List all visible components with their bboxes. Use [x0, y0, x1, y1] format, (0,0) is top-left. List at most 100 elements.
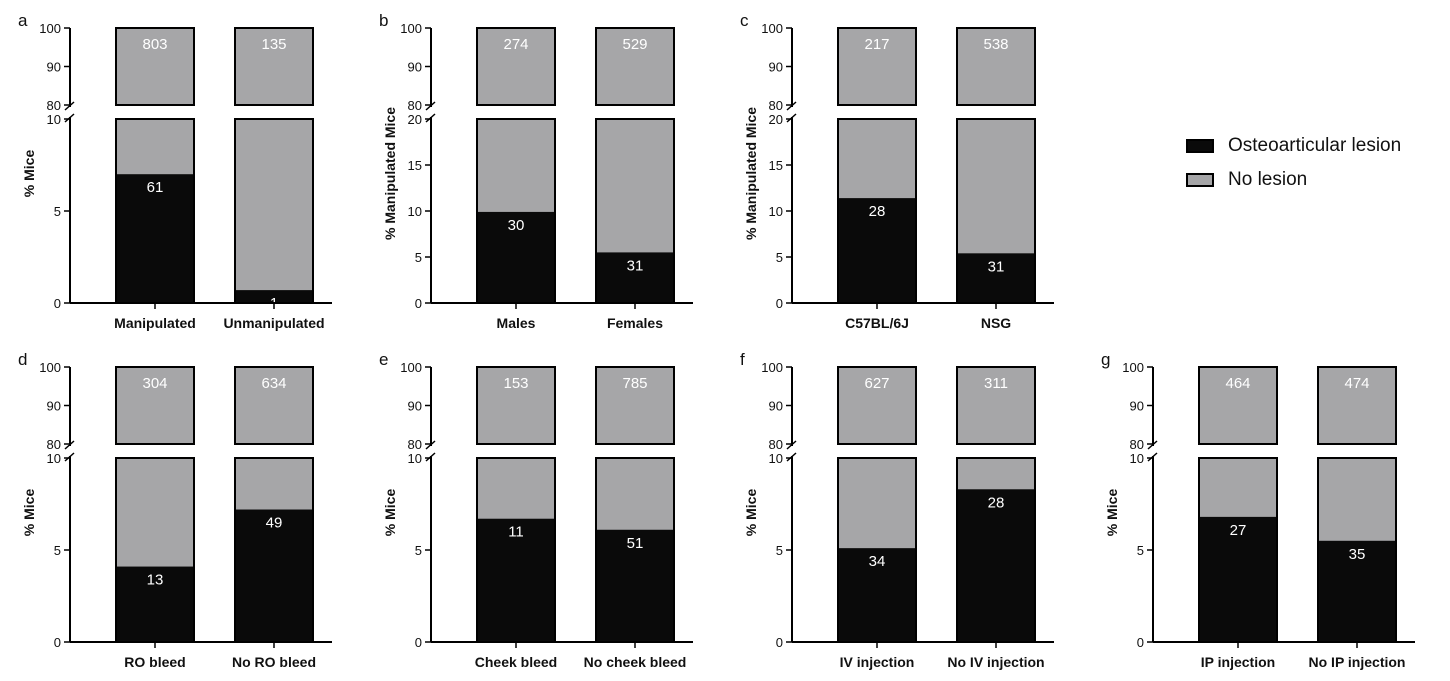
panel-c-ytick-label-lower-10: 10 — [769, 204, 783, 219]
panel-c-bar-1-nolesion-upper — [837, 27, 917, 106]
panel-g-ytick-label-upper-80: 80 — [1130, 437, 1144, 452]
panel-d-count-lesion-1: 13 — [147, 572, 164, 589]
panel-f-count-lesion-1: 34 — [869, 553, 886, 570]
panel-d-bar-1-nolesion-upper — [115, 366, 195, 445]
panel-g-bar-2-nolesion-upper — [1317, 366, 1397, 445]
panel-f-break-lower — [786, 452, 797, 462]
panel-e-count-lesion-1: 11 — [508, 524, 524, 541]
panel-d-bar-2-nolesion-upper — [234, 366, 314, 445]
panel-f-bar-2-nolesion-upper — [956, 366, 1036, 445]
panel-f-ytick-label-upper-90: 90 — [769, 399, 783, 414]
panel-b-ytick-label-lower-20: 20 — [408, 112, 422, 127]
panel-c-xlabel-2: NSG — [981, 315, 1011, 331]
panel-e-ytick-label-upper-90: 90 — [408, 399, 422, 414]
panel-b-break-lower — [425, 113, 436, 123]
panel-b-ytick-label-lower-15: 15 — [408, 158, 422, 173]
panel-b-count-lesion-1: 30 — [508, 217, 525, 234]
panel-g-ytick-label-lower-5: 5 — [1137, 543, 1144, 558]
panel-c-ytick-label-lower-15: 15 — [769, 158, 783, 173]
panel-b-bar-2-nolesion-upper — [595, 27, 675, 106]
panel-f-ylabel: % Mice — [743, 489, 759, 537]
panel-c-break-lower — [786, 113, 797, 123]
panel-d-bar-1-lesion — [116, 566, 194, 642]
panel-c-ytick-label-upper-100: 100 — [761, 21, 783, 36]
panel-b-ytick-label-lower-0: 0 — [415, 296, 422, 311]
panel-a-count-lesion-1: 61 — [147, 179, 164, 196]
panel-e-count-nolesion-1: 153 — [503, 375, 528, 392]
panel-f-bar-1-lesion — [838, 548, 916, 642]
panel-e-count-lesion-2: 51 — [627, 535, 644, 552]
panel-c-letter: c — [740, 11, 749, 30]
panel-a-bar-1-lesion — [116, 174, 194, 303]
panel-e-bar-2-lesion — [596, 529, 674, 642]
panel-c-ylabel: % Manipulated Mice — [743, 107, 759, 240]
panel-f-ytick-label-lower-10: 10 — [769, 451, 783, 466]
panel-e-bar-2-nolesion-upper — [595, 366, 675, 445]
panel-a-bar-2-nolesion-lower — [235, 119, 313, 303]
panel-e-ytick-label-lower-0: 0 — [415, 635, 422, 650]
panel-d-ylabel: % Mice — [21, 489, 37, 537]
panel-e-ylabel: % Mice — [382, 489, 398, 537]
panel-a-ytick-label-upper-80: 80 — [47, 98, 61, 113]
panel-c-xlabel-1: C57BL/6J — [845, 315, 909, 331]
legend-item-lesion: Osteoarticular lesion — [1186, 134, 1401, 158]
panel-f-count-lesion-2: 28 — [988, 494, 1005, 511]
panel-e-bar-1-nolesion-upper — [476, 366, 556, 445]
panel-e-letter: e — [379, 350, 388, 369]
panel-a-count-nolesion-1: 803 — [142, 36, 167, 53]
panel-a-ytick-label-upper-100: 100 — [39, 21, 61, 36]
panel-d-count-lesion-2: 49 — [266, 515, 283, 532]
panel-e-xlabel-2: No cheek bleed — [584, 654, 687, 670]
panel-b-ylabel: % Manipulated Mice — [382, 107, 398, 240]
legend: Osteoarticular lesion No lesion — [1186, 134, 1401, 202]
panel-g-ytick-label-lower-0: 0 — [1137, 635, 1144, 650]
panel-g-xlabel-2: No IP injection — [1309, 654, 1406, 670]
panel-c-count-nolesion-2: 538 — [983, 36, 1008, 53]
panel-a-letter: a — [18, 11, 28, 30]
panel-c-ytick-label-lower-0: 0 — [776, 296, 783, 311]
panel-g-ytick-label-lower-10: 10 — [1130, 451, 1144, 466]
panel-g-xlabel-1: IP injection — [1201, 654, 1275, 670]
panel-a-ytick-label-lower-5: 5 — [54, 204, 61, 219]
panel-a-bar-1-nolesion-upper — [115, 27, 195, 106]
panel-b-xlabel-2: Females — [607, 315, 663, 331]
panel-d-ytick-label-upper-80: 80 — [47, 437, 61, 452]
panel-a-break-lower — [64, 113, 75, 123]
panel-g-ytick-label-upper-90: 90 — [1130, 399, 1144, 414]
black-square-icon — [1186, 139, 1214, 153]
panel-a-ytick-label-lower-10: 10 — [47, 112, 61, 127]
panel-e-ytick-label-upper-100: 100 — [400, 360, 422, 375]
panel-b-count-nolesion-1: 274 — [503, 36, 528, 53]
panel-a-ytick-label-upper-90: 90 — [47, 60, 61, 75]
panel-d-xlabel-2: No RO bleed — [232, 654, 316, 670]
panel-f-ytick-label-upper-100: 100 — [761, 360, 783, 375]
panel-b-break-upper — [425, 101, 436, 111]
panel-g-break-upper — [1147, 440, 1158, 450]
panel-a-count-nolesion-2: 135 — [261, 36, 286, 53]
panel-f-ytick-label-lower-0: 0 — [776, 635, 783, 650]
panel-a-break-upper — [64, 101, 75, 111]
panel-c-ytick-label-lower-5: 5 — [776, 250, 783, 265]
panel-b-count-lesion-2: 31 — [627, 257, 644, 274]
panel-b-ytick-label-upper-80: 80 — [408, 98, 422, 113]
panel-d-break-upper — [64, 440, 75, 450]
panel-g-count-lesion-2: 35 — [1349, 546, 1366, 563]
panel-f-ytick-label-upper-80: 80 — [769, 437, 783, 452]
panel-d-break-lower — [64, 452, 75, 462]
panel-f-break-upper — [786, 440, 797, 450]
panel-c-bar-2-lesion — [957, 253, 1035, 303]
gray-square-icon — [1186, 173, 1214, 187]
panel-c-ytick-label-upper-80: 80 — [769, 98, 783, 113]
panel-b-bar-1-lesion — [477, 211, 555, 303]
panel-g-ytick-label-upper-100: 100 — [1122, 360, 1144, 375]
panel-e-break-lower — [425, 452, 436, 462]
panel-e-bar-1-lesion — [477, 518, 555, 642]
panel-f-bar-1-nolesion-upper — [837, 366, 917, 445]
panel-c-break-upper — [786, 101, 797, 111]
panel-d-ytick-label-lower-5: 5 — [54, 543, 61, 558]
panel-c-count-lesion-1: 28 — [869, 203, 886, 220]
panel-e-xlabel-1: Cheek bleed — [475, 654, 557, 670]
panel-c-bar-1-lesion — [838, 198, 916, 303]
panel-c-bar-2-nolesion-upper — [956, 27, 1036, 106]
